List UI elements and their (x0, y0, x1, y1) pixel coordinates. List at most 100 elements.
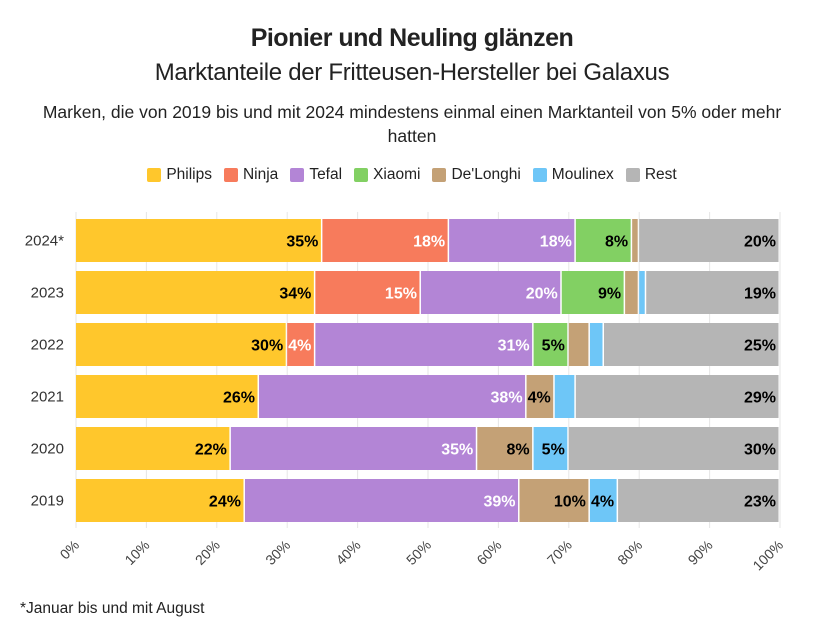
bar-segment (76, 271, 314, 314)
bar-segment (230, 427, 476, 470)
data-label: 35% (286, 234, 318, 251)
bar-segment (315, 271, 420, 314)
legend-item: Tefal (290, 166, 342, 184)
bar-segment (449, 219, 575, 262)
legend-swatch (532, 168, 547, 182)
legend-item: Moulinex (532, 166, 614, 184)
legend-swatch (223, 168, 238, 182)
bar-segment (604, 323, 779, 366)
data-label: 4% (591, 494, 614, 511)
data-label: 22% (195, 442, 227, 459)
bar-segment (554, 375, 575, 418)
data-label: 18% (413, 234, 445, 251)
y-tick-label: 2020 (31, 441, 64, 458)
chart-description: Marken, die von 2019 bis und mit 2024 mi… (42, 102, 782, 146)
x-tick-label: 90% (685, 537, 716, 568)
bar-segment (618, 479, 779, 522)
legend-swatch (147, 168, 162, 182)
legend-swatch (290, 168, 305, 182)
data-label: 20% (526, 286, 558, 303)
x-tick-label: 60% (473, 537, 504, 568)
y-tick-label: 2019 (31, 493, 64, 510)
bar-segment (632, 219, 638, 262)
x-tick-label: 0% (56, 537, 82, 563)
data-label: 5% (542, 442, 565, 459)
x-tick-label: 30% (262, 537, 293, 568)
data-label: 5% (542, 338, 565, 355)
data-label: 8% (506, 442, 529, 459)
legend-swatch (432, 168, 447, 182)
bar-segment (76, 323, 286, 366)
legend-label: Moulinex (551, 166, 614, 183)
bar-segment (561, 271, 624, 314)
legend-item: Ninja (223, 166, 279, 184)
data-label: 30% (744, 442, 776, 459)
legend-swatch (625, 168, 640, 182)
bar-segment (322, 219, 448, 262)
y-tick-label: 2024* (25, 233, 64, 250)
x-tick-label: 50% (403, 537, 434, 568)
data-label: 10% (554, 494, 586, 511)
bar-segment (259, 375, 526, 418)
bar-segment (625, 271, 638, 314)
y-tick-label: 2023 (31, 285, 64, 302)
legend-label: Ninja (242, 166, 279, 183)
data-label: 26% (223, 390, 255, 407)
chart-subtitle: Marktanteile der Fritteusen-Hersteller b… (154, 59, 670, 86)
bar-segment (639, 219, 779, 262)
data-label: 19% (744, 286, 776, 303)
data-label: 34% (279, 286, 311, 303)
data-label: 4% (288, 338, 311, 355)
bar-segment (244, 479, 519, 522)
legend-label: Xiaomi (373, 166, 421, 183)
data-label: 4% (528, 390, 551, 407)
bar-segment (526, 375, 554, 418)
data-label: 31% (498, 338, 530, 355)
bar-segment (76, 479, 244, 522)
legend-label: Philips (166, 166, 212, 183)
footnote: *Januar bis und mit August (20, 600, 205, 617)
bar-segment (76, 427, 230, 470)
chart-title: Pionier und Neuling glänzen (250, 24, 574, 52)
bar-segment (477, 427, 533, 470)
bar-segment (575, 219, 631, 262)
bar-segment (533, 427, 568, 470)
x-tick-label: 20% (192, 537, 223, 568)
bar-segment (76, 219, 321, 262)
bar-segment (646, 271, 779, 314)
data-label: 23% (744, 494, 776, 511)
legend-item: Rest (625, 166, 677, 184)
bar-segment (315, 323, 533, 366)
data-label: 29% (744, 390, 776, 407)
bar-segment (287, 323, 314, 366)
legend-label: Rest (644, 166, 677, 183)
bar-segment (420, 271, 561, 314)
bar-segment (575, 375, 779, 418)
x-tick-label: 40% (333, 537, 364, 568)
x-tick-label: 70% (544, 537, 575, 568)
data-label: 18% (540, 234, 572, 251)
bar-segment (76, 375, 258, 418)
data-label: 8% (605, 234, 628, 251)
data-label: 38% (491, 390, 523, 407)
x-tick-label: 80% (614, 537, 645, 568)
legend-item: De'Longhi (432, 166, 521, 184)
data-label: 35% (441, 442, 473, 459)
data-label: 20% (744, 234, 776, 251)
data-label: 30% (251, 338, 283, 355)
data-label: 15% (385, 286, 417, 303)
legend-label: Tefal (309, 166, 343, 183)
data-label: 9% (598, 286, 621, 303)
bar-segment (568, 323, 589, 366)
legend-label: De'Longhi (451, 166, 521, 183)
legend: Philips Ninja Tefal Xiaomi De'Longhi Moulinex… (0, 166, 824, 184)
x-tick-label: 10% (121, 537, 152, 568)
bar-segment (519, 479, 589, 522)
bar-segment (589, 323, 603, 366)
data-label: 24% (209, 494, 241, 511)
legend-item: Xiaomi (354, 166, 420, 184)
bar-segment (533, 323, 568, 366)
data-label: 39% (483, 494, 515, 511)
